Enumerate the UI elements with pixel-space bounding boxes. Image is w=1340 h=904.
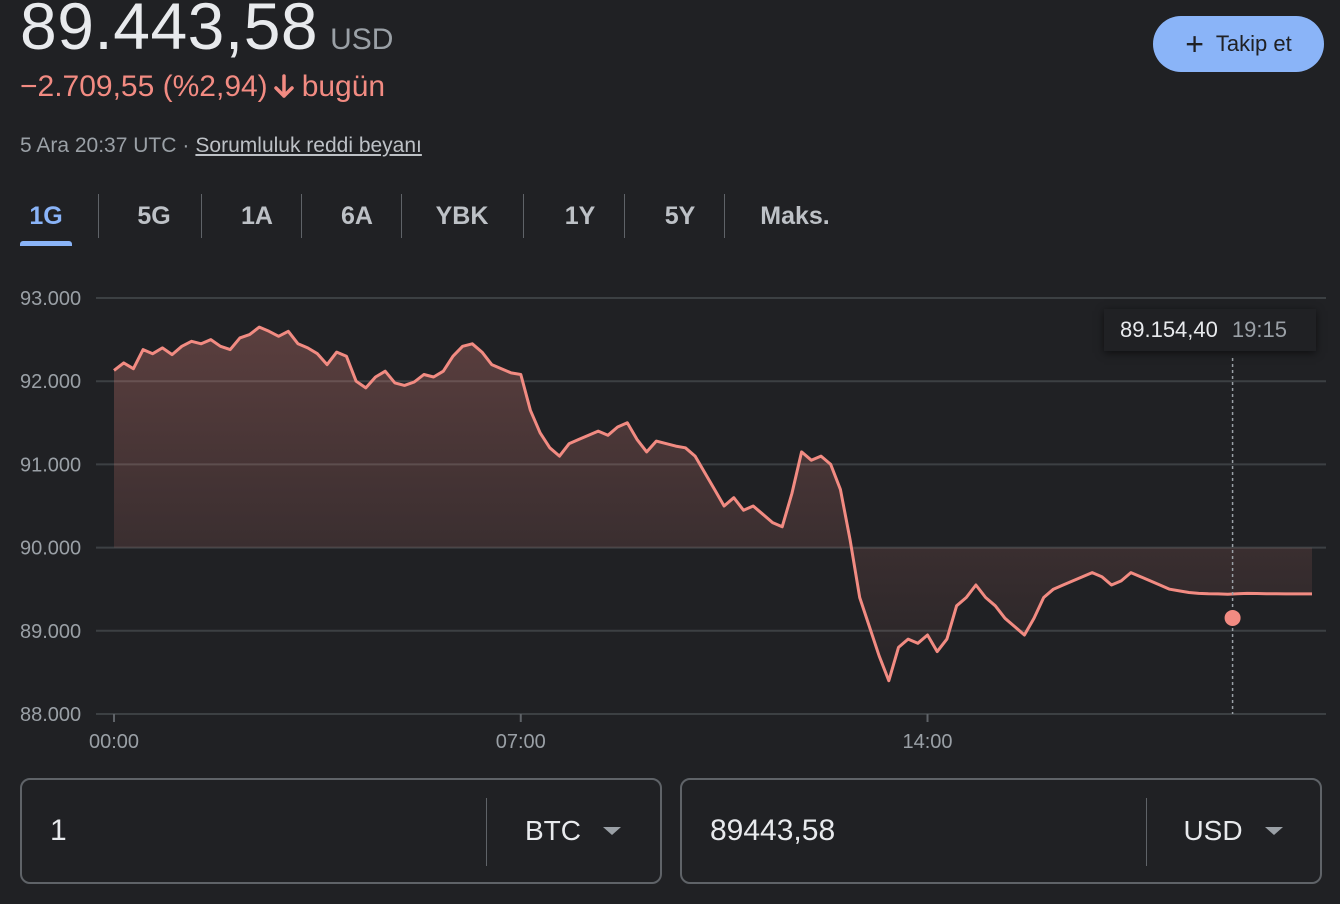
tab-divider (401, 194, 402, 238)
tab-divider (201, 194, 202, 238)
tab-label: 1G (29, 201, 63, 230)
hover-point (1224, 609, 1241, 626)
tab-label: Maks. (760, 201, 830, 230)
converter-divider (486, 798, 487, 866)
converter-divider (1146, 798, 1147, 866)
tab-1g[interactable]: 1G (20, 186, 72, 246)
x-tick-label: 07:00 (496, 731, 546, 753)
x-tick-label: 00:00 (89, 731, 139, 753)
disclaimer-link[interactable]: Sorumluluk reddi beyanı (195, 134, 422, 157)
from-unit-label: BTC (525, 815, 581, 846)
tab-divider (724, 194, 725, 238)
y-tick-label: 91.000 (20, 454, 81, 476)
price-chart[interactable]: 93.000 92.000 91.000 90.000 89.000 88.000 00:… (0, 260, 1340, 760)
tooltip-value: 89.154,40 (1120, 317, 1218, 342)
follow-button-label: Takip et (1215, 31, 1292, 56)
follow-button[interactable]: + Takip et (1153, 16, 1324, 72)
to-unit-select[interactable]: USD (1146, 780, 1320, 882)
tab-5g[interactable]: 5G (120, 186, 188, 246)
plus-icon: + (1185, 26, 1204, 62)
price-line (113, 325, 1312, 683)
tab-divider (624, 194, 625, 238)
tab-ybk[interactable]: YBK (422, 186, 502, 246)
from-unit-select[interactable]: BTC (486, 780, 660, 882)
converter-to: 89443,58 USD (680, 778, 1322, 884)
tab-divider (98, 194, 99, 238)
converter-from: 1 BTC (20, 778, 662, 884)
price-header: 89.443,58 USD (20, 0, 393, 64)
meta-separator: · (182, 134, 190, 157)
to-unit-label: USD (1183, 815, 1243, 846)
tab-label: 5G (137, 201, 171, 230)
caret-down-icon (1264, 827, 1283, 835)
current-price: 89.443,58 (20, 0, 319, 63)
caret-down-icon (603, 827, 621, 835)
change-value: −2.709,55 (%2,94) (20, 70, 268, 103)
quote-meta: 5 Ara 20:37 UTC · Sorumluluk reddi beyanı (20, 134, 422, 158)
arrow-down-icon (273, 74, 294, 98)
quote-timestamp: 5 Ara 20:37 UTC (20, 134, 177, 157)
tab-label: 1A (241, 201, 273, 230)
tab-1y[interactable]: 1Y (545, 186, 615, 246)
tab-5y[interactable]: 5Y (645, 186, 715, 246)
y-tick-label: 88.000 (20, 704, 81, 726)
price-area-fill (114, 327, 1312, 681)
tooltip-time: 19:15 (1231, 317, 1287, 342)
tab-maks[interactable]: Maks. (745, 186, 845, 246)
tab-label: 5Y (664, 201, 696, 230)
tab-label: YBK (435, 201, 489, 230)
y-tick-label: 92.000 (20, 371, 81, 393)
x-tick-label: 14:00 (902, 731, 952, 753)
chart-tooltip: 89.154,40 19:15 (1104, 309, 1316, 351)
y-tick-label: 90.000 (20, 538, 81, 560)
tab-divider (301, 194, 302, 238)
tab-divider (523, 194, 524, 238)
price-currency: USD (330, 23, 394, 56)
tab-label: 6A (341, 201, 373, 230)
y-tick-label: 93.000 (20, 288, 81, 310)
tab-1a[interactable]: 1A (222, 186, 292, 246)
y-tick-label: 89.000 (20, 621, 81, 643)
tab-label: 1Y (564, 201, 596, 230)
change-period: bugün (301, 70, 386, 103)
range-tabs: 1G 5G 1A 6A YBK 1Y 5Y Maks. (0, 186, 900, 248)
to-amount-input[interactable]: 89443,58 (710, 814, 836, 847)
price-change: −2.709,55 (%2,94) bugün (20, 70, 385, 104)
from-amount-input[interactable]: 1 (50, 814, 67, 847)
tab-6a[interactable]: 6A (322, 186, 392, 246)
